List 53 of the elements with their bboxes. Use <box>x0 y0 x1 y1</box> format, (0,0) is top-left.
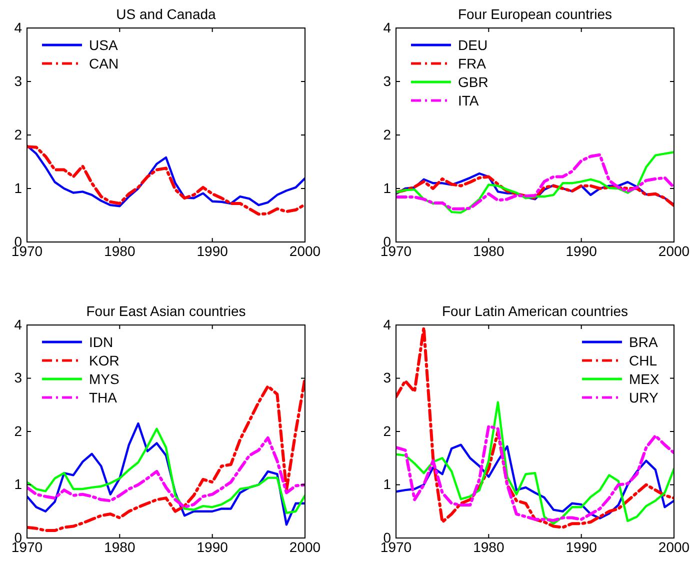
line-series <box>27 428 305 514</box>
y-tick-label: 3 <box>383 370 392 386</box>
y-tick-label: 3 <box>14 72 22 89</box>
y-tick-label: 4 <box>14 19 22 36</box>
chart-title: Four European countries <box>458 6 612 22</box>
legend-label: DEU <box>458 37 488 53</box>
x-tick-label: 1980 <box>104 242 136 259</box>
y-tick-label: 4 <box>383 19 392 36</box>
legend-label: ITA <box>458 92 480 108</box>
line-series <box>27 436 305 509</box>
y-tick-label: 1 <box>383 476 392 492</box>
line-series <box>27 422 305 526</box>
legend-label: GBR <box>458 74 488 90</box>
y-tick-label: 2 <box>14 422 22 439</box>
y-tick-label: 1 <box>383 180 392 196</box>
y-tick-label: 2 <box>383 422 392 439</box>
x-tick-label: 1980 <box>473 538 504 555</box>
y-tick-label: 3 <box>383 72 392 89</box>
x-tick-label: 1980 <box>473 242 504 259</box>
legend-label: URY <box>629 390 659 406</box>
y-tick-label: 1 <box>14 476 22 492</box>
x-tick-label: 1990 <box>566 242 598 259</box>
x-tick-label: 1990 <box>196 242 228 259</box>
legend-label: USA <box>89 37 118 53</box>
legend-label: CHL <box>629 352 658 368</box>
y-tick-label: 4 <box>14 316 22 332</box>
y-tick-label: 1 <box>14 180 22 196</box>
y-tick-label: 2 <box>14 126 22 142</box>
legend-label: MEX <box>629 371 660 387</box>
line-series <box>396 444 674 520</box>
line-series <box>396 424 674 522</box>
y-tick-label: 3 <box>14 370 22 386</box>
legend-label: KOR <box>89 352 120 368</box>
legend-label: MYS <box>89 371 120 387</box>
line-series <box>396 401 674 525</box>
line-series <box>396 326 674 529</box>
legend-label: BRA <box>629 334 658 350</box>
x-tick-label: 2000 <box>658 538 690 555</box>
chart-title: Four Latin American countries <box>442 303 628 319</box>
legend-label: CAN <box>89 56 119 72</box>
x-tick-label: 1990 <box>566 538 598 555</box>
legend-label: IDN <box>89 334 114 350</box>
x-tick-label: 1990 <box>196 538 228 555</box>
x-tick-label: 1980 <box>104 538 136 555</box>
x-tick-label: 2000 <box>658 242 690 259</box>
x-tick-label: 2000 <box>289 242 321 259</box>
legend-label: FRA <box>458 56 487 72</box>
chart-title: Four East Asian countries <box>86 303 246 319</box>
y-tick-label: 4 <box>383 316 392 332</box>
chart-title: US and Canada <box>116 6 216 22</box>
x-tick-label: 2000 <box>289 538 321 555</box>
y-tick-label: 2 <box>383 126 392 142</box>
legend-label: THA <box>89 390 118 406</box>
